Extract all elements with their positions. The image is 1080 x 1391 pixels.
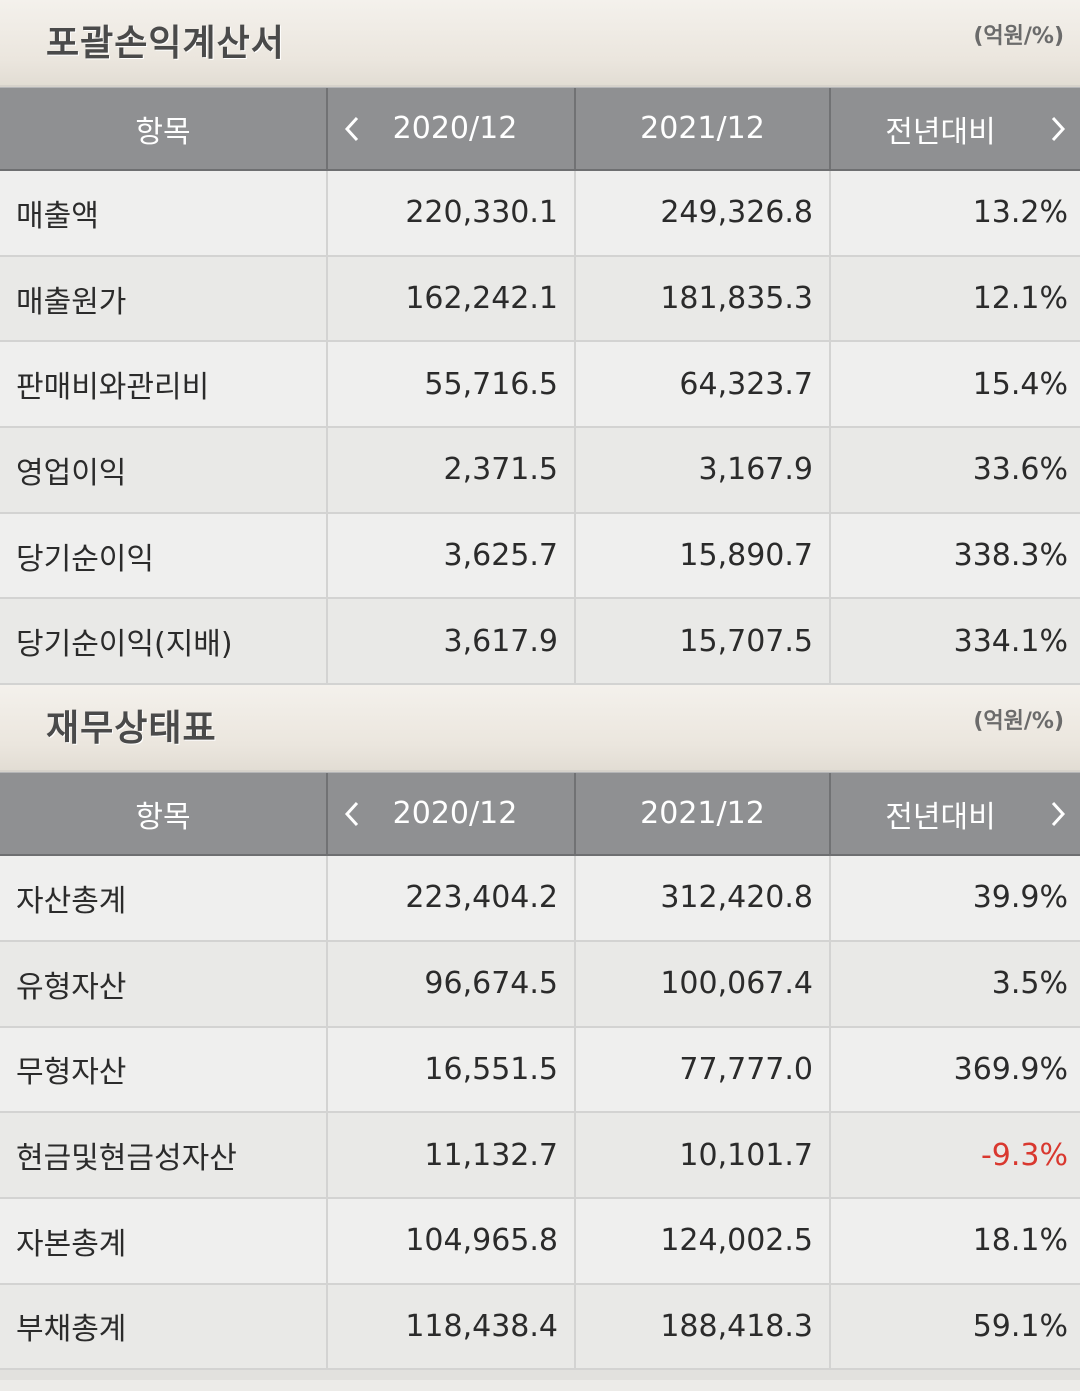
column-header-yoy: 전년대비	[829, 88, 1080, 169]
table-row: 무형자산 16,551.5 77,777.0 369.9%	[0, 1027, 1080, 1114]
column-header-yoy: 전년대비	[829, 773, 1080, 855]
value-2021: 15,707.5	[574, 599, 829, 684]
income-table-body: 매출액 220,330.1 249,326.8 13.2% 매출원가 162,2…	[0, 171, 1080, 686]
balance-sheet-section: 재무상태표 (억원/%) 항목 2020/12 2021/12 전년대비 자산총…	[0, 685, 1080, 1371]
value-2020: 16,551.5	[326, 1027, 574, 1112]
value-yoy-negative: -9.3%	[829, 1113, 1080, 1197]
table-row: 영업이익 2,371.5 3,167.9 33.6%	[0, 428, 1080, 514]
chevron-left-icon[interactable]	[338, 794, 366, 834]
value-2020: 3,617.9	[326, 599, 574, 684]
unit-label: (억원/%)	[973, 709, 1064, 735]
chevron-right-icon[interactable]	[1044, 794, 1072, 834]
value-2020: 96,674.5	[326, 941, 574, 1026]
value-yoy: 59.1%	[829, 1284, 1080, 1369]
value-2020: 55,716.5	[326, 342, 574, 427]
value-2020: 162,242.1	[326, 256, 574, 341]
column-header-2021: 2021/12	[574, 773, 829, 855]
section-title: 포괄손익계산서	[46, 23, 285, 64]
row-label: 매출액	[16, 198, 99, 234]
value-2021: 77,777.0	[574, 1027, 829, 1112]
value-yoy: 369.9%	[829, 1027, 1080, 1112]
value-2021: 100,067.4	[574, 941, 829, 1026]
value-yoy: 3.5%	[829, 941, 1080, 1026]
row-label: 당기순이익	[16, 541, 154, 577]
value-yoy: 12.1%	[829, 256, 1080, 341]
column-header-2021: 2021/12	[574, 88, 829, 169]
value-yoy: 334.1%	[829, 599, 1080, 684]
value-yoy: 33.6%	[829, 428, 1080, 512]
column-header-item: 항목	[135, 114, 191, 150]
balance-table-body: 자산총계 223,404.2 312,420.8 39.9% 유형자산 96,6…	[0, 856, 1080, 1371]
value-yoy: 13.2%	[829, 171, 1080, 255]
value-2021: 64,323.7	[574, 342, 829, 427]
value-2020: 223,404.2	[326, 856, 574, 940]
value-2021: 181,835.3	[574, 256, 829, 341]
value-2021: 3,167.9	[574, 428, 829, 512]
value-2021: 188,418.3	[574, 1284, 829, 1369]
value-yoy: 39.9%	[829, 856, 1080, 940]
value-2020: 104,965.8	[326, 1198, 574, 1283]
value-2020: 3,625.7	[326, 513, 574, 598]
row-label: 영업이익	[16, 455, 127, 491]
row-label: 매출원가	[16, 284, 127, 320]
bottom-edge	[0, 1370, 1080, 1381]
column-header-label: 전년대비	[885, 114, 996, 150]
row-label: 자산총계	[16, 883, 127, 919]
unit-label: (억원/%)	[973, 24, 1064, 49]
table-row: 판매비와관리비 55,716.5 64,323.7 15.4%	[0, 342, 1080, 429]
table-row: 현금및현금성자산 11,132.7 10,101.7 -9.3%	[0, 1113, 1080, 1199]
table-row: 부채총계 118,438.4 188,418.3 59.1%	[0, 1284, 1080, 1371]
table-row: 매출원가 162,242.1 181,835.3 12.1%	[0, 256, 1080, 343]
column-header-item: 항목	[135, 799, 191, 835]
row-label: 자본총계	[16, 1226, 127, 1262]
table-row: 매출액 220,330.1 249,326.8 13.2%	[0, 171, 1080, 257]
column-header-label: 전년대비	[885, 799, 996, 835]
row-label: 판매비와관리비	[16, 370, 210, 406]
value-2020: 11,132.7	[326, 1113, 574, 1197]
value-2020: 118,438.4	[326, 1284, 574, 1369]
value-2021: 312,420.8	[574, 856, 829, 940]
value-yoy: 15.4%	[829, 342, 1080, 427]
table-row: 자본총계 104,965.8 124,002.5 18.1%	[0, 1198, 1080, 1285]
value-2020: 220,330.1	[326, 171, 574, 255]
value-yoy: 18.1%	[829, 1198, 1080, 1283]
value-2021: 10,101.7	[574, 1113, 829, 1197]
value-2020: 2,371.5	[326, 428, 574, 512]
chevron-left-icon[interactable]	[338, 109, 366, 149]
section-header: 재무상태표 (억원/%)	[0, 685, 1080, 773]
column-header-2020: 2020/12	[326, 88, 574, 169]
chevron-right-icon[interactable]	[1044, 109, 1072, 149]
value-2021: 15,890.7	[574, 513, 829, 598]
section-title: 재무상태표	[46, 708, 217, 750]
table-header: 항목 2020/12 2021/12 전년대비	[0, 87, 1080, 171]
table-row: 자산총계 223,404.2 312,420.8 39.9%	[0, 856, 1080, 942]
income-statement-section: 포괄손익계산서 (억원/%) 항목 2020/12 2021/12 전년대비 매…	[0, 0, 1080, 686]
column-header-label: 2020/12	[392, 111, 518, 146]
row-label: 당기순이익(지배)	[16, 627, 233, 663]
value-yoy: 338.3%	[829, 513, 1080, 598]
row-label: 부채총계	[16, 1312, 127, 1348]
row-label: 현금및현금성자산	[16, 1141, 237, 1177]
table-header: 항목 2020/12 2021/12 전년대비	[0, 772, 1080, 857]
table-row: 당기순이익 3,625.7 15,890.7 338.3%	[0, 513, 1080, 600]
value-2021: 124,002.5	[574, 1198, 829, 1283]
table-row: 유형자산 96,674.5 100,067.4 3.5%	[0, 941, 1080, 1028]
column-header-label: 2020/12	[392, 796, 518, 832]
section-header: 포괄손익계산서 (억원/%)	[0, 0, 1080, 87]
value-2021: 249,326.8	[574, 171, 829, 255]
row-label: 무형자산	[16, 1055, 127, 1091]
row-label: 유형자산	[16, 969, 127, 1005]
table-row: 당기순이익(지배) 3,617.9 15,707.5 334.1%	[0, 599, 1080, 686]
column-header-2020: 2020/12	[326, 773, 574, 855]
